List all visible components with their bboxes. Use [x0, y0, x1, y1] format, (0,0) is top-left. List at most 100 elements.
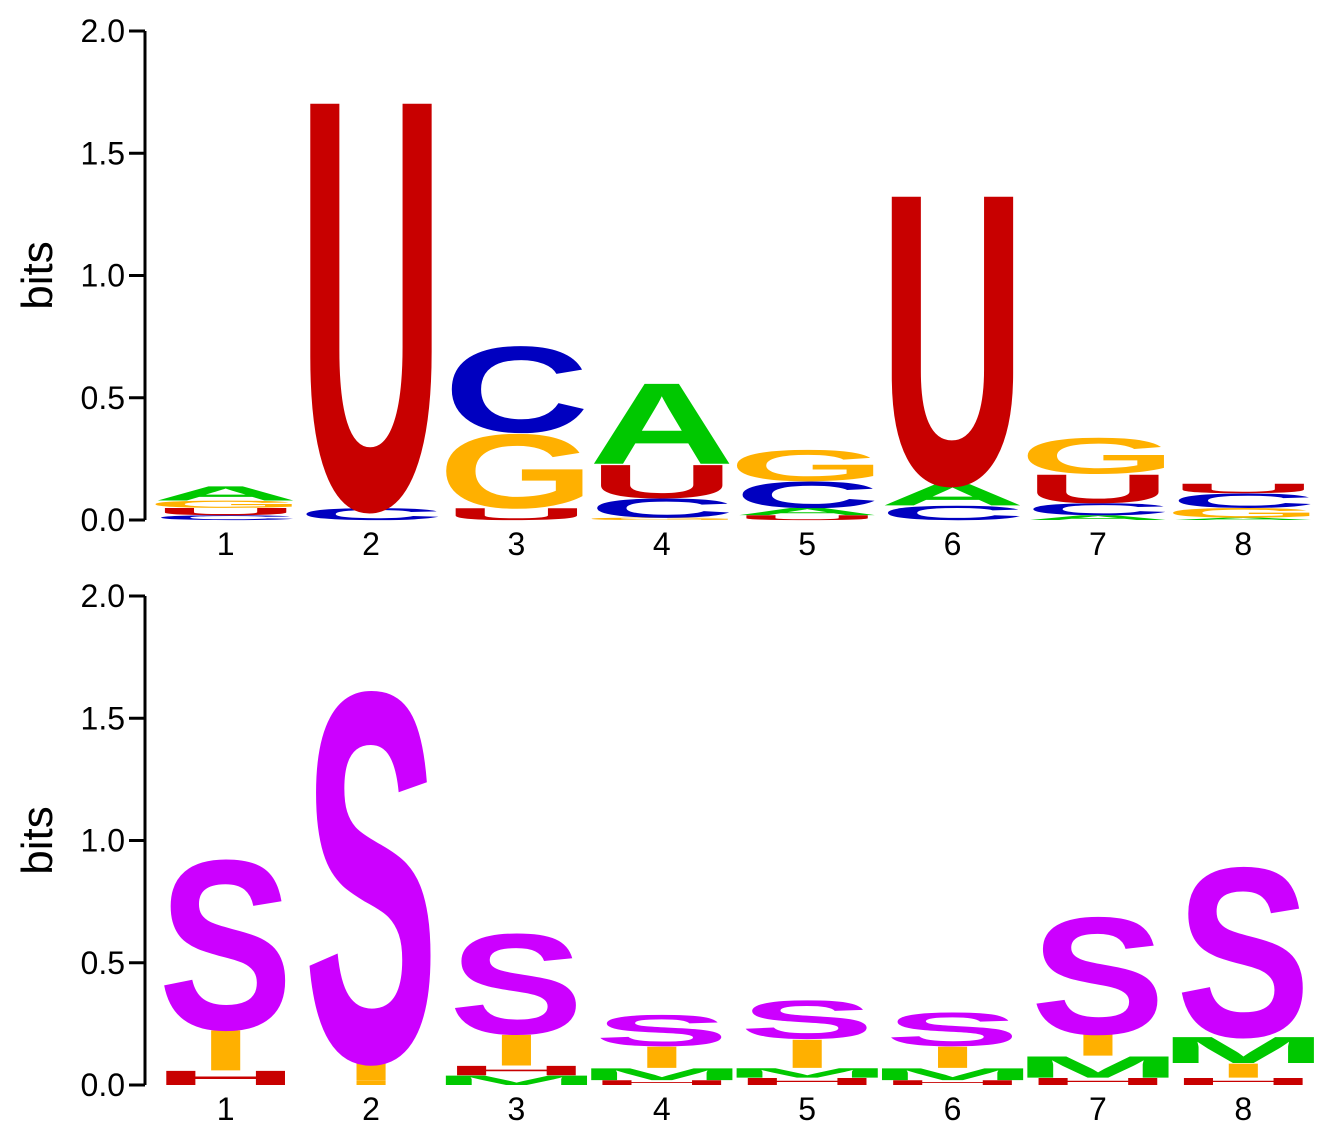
logo-letter-G: G: [583, 517, 740, 521]
logo-letter-S: S: [449, 904, 584, 1065]
logo-letter-I: I: [1070, 1028, 1126, 1062]
logo-letter-U: U: [734, 514, 880, 522]
logo-letter-S: S: [158, 810, 293, 1081]
y-tick-label: 0.5: [81, 380, 125, 416]
logo-letter-U: U: [589, 455, 735, 508]
logo-letter-U: U: [1170, 481, 1316, 496]
logo-column: CU: [298, 0, 444, 633]
logo-letter-S: S: [1031, 883, 1166, 1070]
x-tick-label: 3: [508, 1091, 526, 1127]
logo-letter-C: C: [1025, 500, 1171, 519]
logo-letter-G: G: [1165, 505, 1322, 520]
x-tick-label: 4: [653, 1091, 671, 1127]
logo-letter-A: A: [1025, 514, 1171, 522]
logo-letter-I: I: [925, 1040, 981, 1074]
logo-letter-H: H: [1170, 1076, 1316, 1087]
logo-letter-C: C: [444, 322, 590, 459]
logo-letter-C: C: [153, 514, 299, 522]
logo-letter-M: M: [868, 1065, 1036, 1084]
logo-letter-M: M: [1014, 1050, 1182, 1084]
y-tick-label: 0.0: [81, 502, 125, 538]
y-tick-label: 1.0: [81, 258, 125, 294]
logo-letter-H: H: [153, 1067, 299, 1090]
y-tick-label: 1.0: [81, 823, 125, 859]
x-tick-label: 5: [798, 526, 816, 562]
y-axis-title: bits: [13, 806, 62, 874]
logo-letter-U: U: [153, 506, 299, 517]
logo-letter-H: H: [734, 1076, 880, 1087]
logo-letter-A: A: [734, 506, 880, 517]
logo-letter-G: G: [1019, 428, 1176, 485]
logo-column: IIS: [304, 581, 439, 1130]
logo-letter-S: S: [740, 989, 875, 1050]
logo-letter-I: I: [198, 1018, 254, 1082]
logo-letter-H: H: [1025, 1076, 1171, 1087]
x-tick-label: 6: [944, 1091, 962, 1127]
logo-letter-S: S: [594, 1006, 729, 1055]
logo-letter-U: U: [298, 0, 444, 633]
logo-letter-H: H: [444, 1063, 590, 1078]
x-tick-label: 2: [362, 526, 380, 562]
logo-letter-M: M: [578, 1065, 746, 1084]
logo-letter-C: C: [589, 493, 735, 524]
logo-letter-A: A: [153, 482, 299, 505]
logo-letter-M: M: [723, 1065, 891, 1080]
structure-logo-panel: 0.00.51.01.52.0bitsHIS1IIS2MHIS3HMIS4HMI…: [13, 578, 1327, 1130]
logo-letter-I: I: [343, 1055, 399, 1086]
nucleotide-logo-panel: 0.00.51.01.52.0bitsCUGA1CU2UGC3GCUA4UACG…: [13, 0, 1322, 633]
x-tick-label: 1: [217, 1091, 235, 1127]
y-tick-label: 2.0: [81, 578, 125, 614]
logo-letter-C: C: [880, 502, 1026, 525]
x-tick-label: 5: [798, 1091, 816, 1127]
x-tick-label: 7: [1089, 1091, 1107, 1127]
logo-letter-M: M: [432, 1073, 600, 1088]
logo-letter-I: I: [779, 1031, 835, 1077]
logo-letter-I: I: [634, 1040, 690, 1074]
logo-letter-A: A: [1170, 517, 1316, 521]
logo-letter-H: H: [589, 1079, 735, 1087]
x-tick-label: 7: [1089, 526, 1107, 562]
logo-letter-A: A: [880, 477, 1026, 511]
y-tick-label: 1.5: [81, 700, 125, 736]
logo-letter-I: I: [488, 1025, 544, 1074]
x-tick-label: 8: [1234, 526, 1252, 562]
x-tick-label: 1: [217, 526, 235, 562]
logo-letter-M: M: [1159, 1029, 1327, 1071]
x-tick-label: 4: [653, 526, 671, 562]
x-tick-label: 3: [508, 526, 526, 562]
x-tick-label: 2: [362, 1091, 380, 1127]
y-tick-label: 1.5: [81, 135, 125, 171]
logo-column: HIS: [153, 810, 299, 1089]
logo-letter-C: C: [1170, 489, 1316, 512]
logo-letter-G: G: [729, 441, 886, 490]
logo-letter-C: C: [298, 505, 444, 524]
logo-letter-U: U: [444, 505, 590, 524]
logo-letter-U: U: [880, 108, 1026, 573]
logo-letter-A: A: [589, 359, 735, 489]
logo-column: UGC: [438, 322, 595, 531]
y-tick-label: 0.0: [81, 1067, 125, 1103]
logo-letter-U: U: [1025, 466, 1171, 512]
x-tick-label: 8: [1234, 1091, 1252, 1127]
logo-letter-S: S: [304, 581, 439, 1130]
logo-letter-S: S: [885, 1003, 1020, 1056]
logo-letter-I: I: [1215, 1059, 1271, 1082]
x-tick-label: 6: [944, 526, 962, 562]
y-tick-label: 0.5: [81, 945, 125, 981]
logo-letter-I: I: [343, 1079, 399, 1087]
logo-letter-C: C: [734, 474, 880, 516]
logo-letter-G: G: [438, 413, 595, 531]
y-tick-label: 2.0: [81, 13, 125, 49]
